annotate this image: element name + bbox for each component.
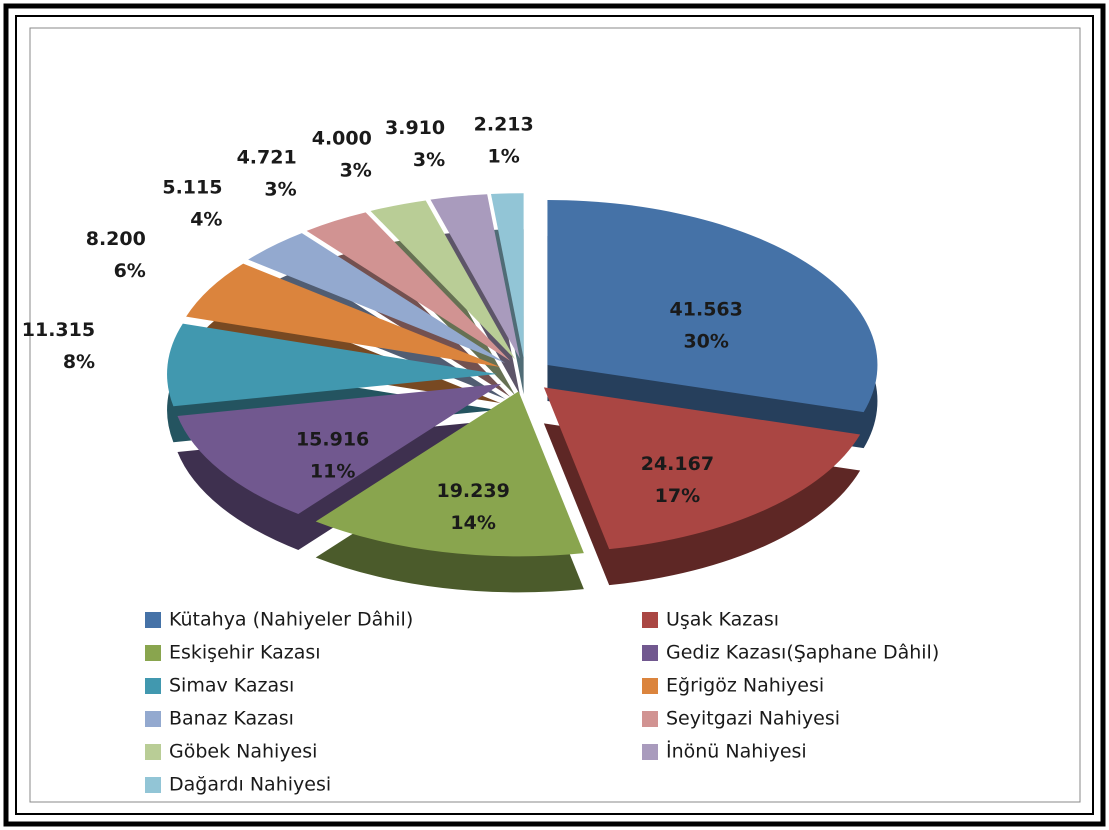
percent-label: 11% (310, 460, 355, 482)
legend-swatch (145, 678, 161, 694)
percent-label: 30% (683, 330, 728, 352)
legend-swatch (145, 645, 161, 661)
legend-swatch (145, 777, 161, 793)
value-label: 41.563 (670, 298, 743, 320)
legend-label: Eğrigöz Nahiyesi (666, 675, 824, 697)
value-label: 5.115 (162, 176, 222, 198)
percent-label: 1% (488, 146, 520, 168)
slice (315, 391, 584, 557)
legend-swatch (642, 711, 658, 727)
legend-label: Eskişehir Kazası (169, 642, 321, 664)
slice (370, 200, 516, 360)
value-label: 8.200 (86, 228, 146, 250)
value-label: 15.916 (296, 428, 369, 450)
percent-label: 6% (114, 260, 146, 282)
slice (547, 199, 878, 413)
legend-label: Uşak Kazası (666, 609, 779, 631)
legend-label: Gediz Kazası(Şaphane Dâhil) (666, 642, 939, 664)
percent-label: 17% (655, 485, 700, 507)
legend-label: Göbek Nahiyesi (169, 741, 317, 763)
legend-swatch (145, 744, 161, 760)
value-label: 2.213 (474, 114, 534, 136)
value-label: 11.315 (22, 319, 95, 341)
value-label: 4.721 (237, 147, 297, 169)
percent-label: 14% (450, 512, 495, 534)
frame (3, 3, 1106, 827)
slice (248, 233, 506, 364)
slice (430, 194, 520, 359)
value-label: 3.910 (385, 117, 445, 139)
legend-label: Simav Kazası (169, 675, 294, 697)
legend-swatch (642, 645, 658, 661)
legend-swatch (642, 744, 658, 760)
percent-label: 3% (264, 179, 296, 201)
legend-swatch (642, 612, 658, 628)
legend-swatch (145, 612, 161, 628)
percent-label: 4% (190, 208, 222, 230)
legend-swatch (145, 711, 161, 727)
slice (543, 387, 861, 550)
legend-label: Seyitgazi Nahiyesi (666, 708, 840, 730)
legend-swatch (642, 678, 658, 694)
slice (490, 193, 524, 359)
legend-label: Kütahya (Nahiyeler Dâhil) (169, 609, 413, 631)
legend-label: Banaz Kazası (169, 708, 294, 730)
value-label: 4.000 (312, 128, 372, 150)
legend-label: Dağardı Nahiyesi (169, 774, 331, 796)
value-label: 24.167 (641, 453, 714, 475)
slice (186, 263, 501, 368)
slice (177, 383, 502, 514)
legend-label: İnönü Nahiyesi (666, 740, 807, 763)
frame-inner (15, 15, 1094, 815)
slice (167, 323, 498, 407)
percent-label: 8% (63, 351, 95, 373)
percent-label: 3% (340, 160, 372, 182)
percent-label: 3% (413, 149, 445, 171)
value-label: 19.239 (436, 480, 509, 502)
slice (306, 212, 511, 361)
plot-border (29, 27, 1081, 803)
